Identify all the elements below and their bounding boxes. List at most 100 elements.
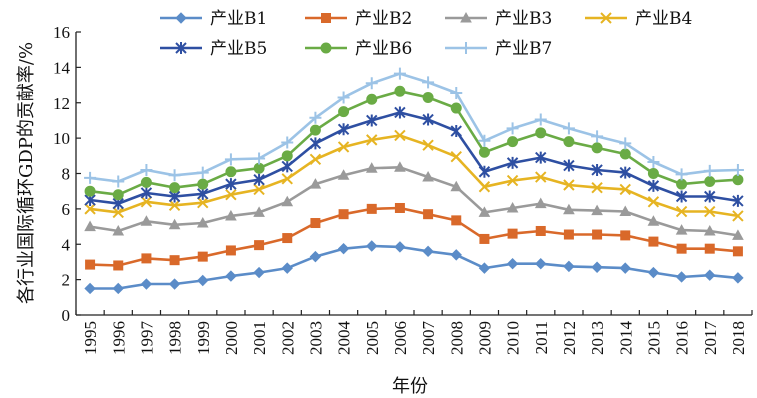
data-point xyxy=(337,242,350,255)
y-tick-label: 12 xyxy=(53,94,70,113)
data-point xyxy=(478,206,491,217)
data-point xyxy=(197,178,209,190)
series-6 xyxy=(84,85,744,201)
data-point xyxy=(224,153,237,166)
data-point xyxy=(591,142,603,154)
x-tick-label: 2002 xyxy=(278,321,297,355)
data-point xyxy=(506,174,519,187)
data-point xyxy=(704,190,716,203)
data-point xyxy=(394,106,406,119)
legend-marker xyxy=(600,12,612,24)
data-point xyxy=(732,272,744,284)
x-tick-label: 2001 xyxy=(250,321,269,355)
data-point xyxy=(366,93,378,105)
legend-marker xyxy=(320,42,332,54)
y-tick-label: 0 xyxy=(62,306,71,325)
data-point xyxy=(366,240,378,252)
series-line xyxy=(89,166,739,237)
data-point xyxy=(140,215,153,226)
legend-item: 产业B7 xyxy=(445,39,552,59)
legend-marker xyxy=(321,13,331,23)
data-point xyxy=(647,168,659,179)
data-point xyxy=(84,171,97,184)
data-point xyxy=(732,229,744,240)
x-tick-label: 2000 xyxy=(222,321,241,355)
y-tick-label: 8 xyxy=(62,165,71,184)
data-point xyxy=(338,106,350,118)
y-tick-label: 2 xyxy=(62,271,71,290)
data-point xyxy=(254,240,265,251)
data-point xyxy=(479,233,490,244)
series-line xyxy=(90,244,739,290)
data-point xyxy=(169,182,181,194)
data-point xyxy=(84,220,96,232)
data-point xyxy=(675,168,688,181)
data-point xyxy=(648,236,659,247)
data-point xyxy=(168,199,181,212)
legend-item: 产业B1 xyxy=(160,9,267,29)
data-point xyxy=(422,76,435,89)
data-point xyxy=(535,151,547,164)
y-axis-title: 各行业国际循环GDP的贡献率/% xyxy=(16,42,37,304)
legend-label: 产业B1 xyxy=(210,9,267,29)
data-point xyxy=(619,183,631,196)
data-point xyxy=(253,183,265,196)
data-point xyxy=(731,163,744,176)
series-7 xyxy=(84,67,744,188)
data-point xyxy=(619,205,632,217)
data-point xyxy=(592,229,603,240)
data-point xyxy=(84,203,96,215)
data-point xyxy=(196,166,209,179)
data-point xyxy=(619,262,631,274)
data-point xyxy=(506,257,519,270)
data-point xyxy=(394,202,405,213)
data-point xyxy=(422,113,434,126)
data-point xyxy=(478,262,491,274)
data-point xyxy=(563,260,575,273)
legend-item: 产业B2 xyxy=(305,9,412,29)
data-point xyxy=(423,209,434,220)
data-point xyxy=(282,233,293,244)
data-point xyxy=(281,173,293,185)
data-point xyxy=(704,205,716,218)
data-point xyxy=(140,196,153,208)
series-line xyxy=(89,134,739,218)
data-point xyxy=(535,171,547,183)
legend-label: 产业B4 xyxy=(635,9,692,29)
x-tick-label: 2011 xyxy=(532,321,551,354)
x-tick-label: 2016 xyxy=(673,321,692,355)
data-point xyxy=(281,262,293,274)
x-tick-label: 2005 xyxy=(363,321,382,355)
x-tick-label: 1999 xyxy=(194,321,213,355)
data-point xyxy=(620,230,631,241)
data-point xyxy=(140,163,153,176)
data-point xyxy=(310,218,321,229)
data-point xyxy=(253,266,265,279)
data-point xyxy=(281,160,293,173)
x-tick-label: 1998 xyxy=(166,321,185,355)
y-tick-label: 4 xyxy=(62,235,71,254)
data-point xyxy=(394,241,406,253)
data-point xyxy=(197,251,208,262)
data-point xyxy=(647,266,660,279)
data-point xyxy=(591,204,603,216)
data-point xyxy=(366,134,378,146)
data-point xyxy=(732,210,744,222)
data-point xyxy=(366,203,377,214)
y-tick-label: 14 xyxy=(53,58,71,77)
data-point xyxy=(591,130,604,143)
legend-label: 产业B5 xyxy=(210,39,267,59)
data-point xyxy=(253,173,265,186)
data-point xyxy=(591,163,603,176)
data-point xyxy=(140,278,153,290)
data-point xyxy=(112,189,124,201)
data-point xyxy=(478,134,491,147)
data-point xyxy=(506,156,519,169)
data-point xyxy=(112,206,124,219)
data-point xyxy=(450,150,462,163)
data-point xyxy=(168,218,181,230)
data-point xyxy=(534,113,547,126)
data-point xyxy=(309,137,322,150)
data-point xyxy=(507,228,518,239)
